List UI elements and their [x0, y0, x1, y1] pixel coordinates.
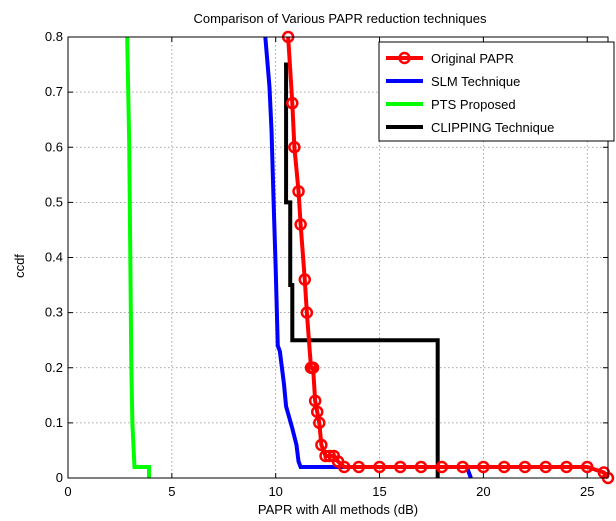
series-0-point-22	[435, 460, 449, 474]
y-tick-label-1: 0.1	[45, 415, 63, 430]
y-tick-label-4: 0.4	[45, 250, 63, 265]
series-0-point-13	[319, 449, 332, 463]
legend-label-2: PTS Proposed	[431, 97, 516, 112]
x-tick-label-2: 10	[268, 484, 282, 499]
series-0-point-23	[456, 460, 469, 474]
legend-marker-0	[398, 51, 411, 65]
y-tick-label-2: 0.2	[45, 360, 63, 375]
series-0-point-14	[323, 449, 336, 463]
series-line-2	[125, 36, 151, 478]
series-0-point-28	[560, 460, 573, 474]
series-0-point-2	[288, 141, 301, 154]
x-tick-label-0: 0	[64, 484, 71, 499]
x-tick-label-4: 20	[476, 484, 490, 499]
x-tick-label-1: 5	[168, 484, 175, 499]
legend-label-1: SLM Technique	[431, 74, 520, 89]
y-tick-label-5: 0.5	[45, 194, 63, 209]
legend-entry-1: SLM Technique	[386, 74, 520, 89]
series-line-3	[284, 62, 440, 478]
legend-entry-2: PTS Proposed	[386, 97, 516, 112]
y-tick-label-0: 0	[56, 470, 63, 485]
series-0-point-17	[337, 460, 351, 474]
y-axis-label: ccdf	[12, 254, 27, 278]
series-2	[125, 36, 151, 478]
legend-label-3: CLIPPING Technique	[431, 120, 554, 135]
series-0-point-29	[580, 460, 594, 474]
x-axis-label: PAPR with All methods (dB)	[258, 502, 418, 517]
series-0-point-5	[298, 273, 312, 286]
series-0-point-21	[414, 460, 428, 474]
series-0-point-8	[306, 361, 320, 374]
ticks: 0 5 10 15 20 25 0 0.1 0.2 0.3 0.4 0.5 0.6 0.7 0.8	[45, 29, 608, 499]
series-0-point-27	[539, 460, 552, 474]
y-tick-label-3: 0.3	[45, 305, 63, 320]
legend-entry-3: CLIPPING Technique	[386, 120, 554, 135]
series-0-point-4	[294, 218, 307, 231]
series-0-point-20	[394, 460, 407, 474]
series-3	[284, 62, 440, 478]
series-0-point-11	[313, 416, 326, 430]
series-0-point-12	[315, 438, 328, 452]
legend-label-0: Original PAPR	[431, 51, 514, 66]
series-0-point-19	[373, 460, 386, 474]
x-tick-label-5: 25	[580, 484, 594, 499]
series-0-point-3	[292, 185, 305, 198]
chart-title: Comparison of Various PAPR reduction tec…	[194, 11, 487, 26]
series-0-point-9	[308, 394, 322, 408]
y-tick-label-7: 0.7	[45, 84, 63, 99]
legend: Original PAPR SLM Technique PTS Proposed CL…	[378, 41, 615, 142]
series-layer	[125, 30, 615, 485]
legend-entry-0: Original PAPR	[386, 51, 514, 66]
series-0-point-26	[518, 460, 532, 474]
x-tick-label-3: 15	[372, 484, 386, 499]
series-0	[281, 30, 615, 485]
series-0-point-24	[477, 460, 490, 474]
series-0-point-25	[497, 460, 511, 474]
y-tick-label-8: 0.8	[45, 29, 63, 44]
series-0-point-10	[310, 405, 324, 419]
y-tick-label-6: 0.6	[45, 139, 63, 154]
series-0-point-6	[300, 306, 314, 319]
series-0-point-1	[286, 96, 299, 110]
series-0-point-18	[352, 460, 366, 474]
